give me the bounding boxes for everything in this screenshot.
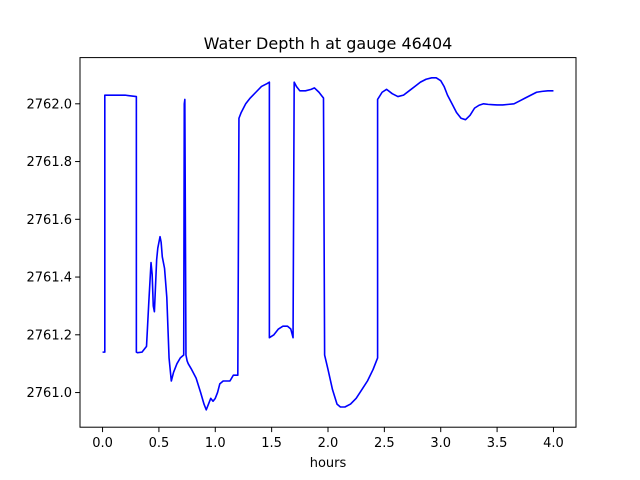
x-tick-label: 1.5	[261, 436, 282, 451]
y-tick-label: 2761.6	[27, 213, 73, 228]
x-tick-label: 0.0	[92, 436, 113, 451]
x-tick-label: 4.0	[543, 436, 564, 451]
x-axis-label: hours	[310, 456, 347, 471]
plot-layer	[102, 77, 554, 411]
y-tick-label: 2761.2	[27, 328, 73, 343]
x-tick-label: 3.0	[430, 436, 451, 451]
x-tick-label: 1.0	[205, 436, 226, 451]
x-tick-label: 3.5	[487, 436, 508, 451]
y-tick-label: 2762.0	[27, 97, 73, 112]
y-tick-label: 2761.0	[27, 386, 73, 401]
x-tick-label: 2.5	[374, 436, 395, 451]
chart-title: Water Depth h at gauge 46404	[204, 34, 453, 53]
y-axis-ticks: 2761.0 2761.2 2761.4 2761.6 2761.8 2762.0	[27, 97, 80, 401]
x-tick-label: 2.0	[318, 436, 339, 451]
y-tick-label: 2761.8	[27, 155, 73, 170]
y-tick-label: 2761.4	[27, 271, 73, 286]
x-tick-label: 0.5	[149, 436, 170, 451]
series-line-0	[102, 77, 554, 411]
x-axis-ticks: 0.0 0.5 1.0 1.5 2.0 2.5 3.0 3.5 4.0	[92, 427, 564, 451]
